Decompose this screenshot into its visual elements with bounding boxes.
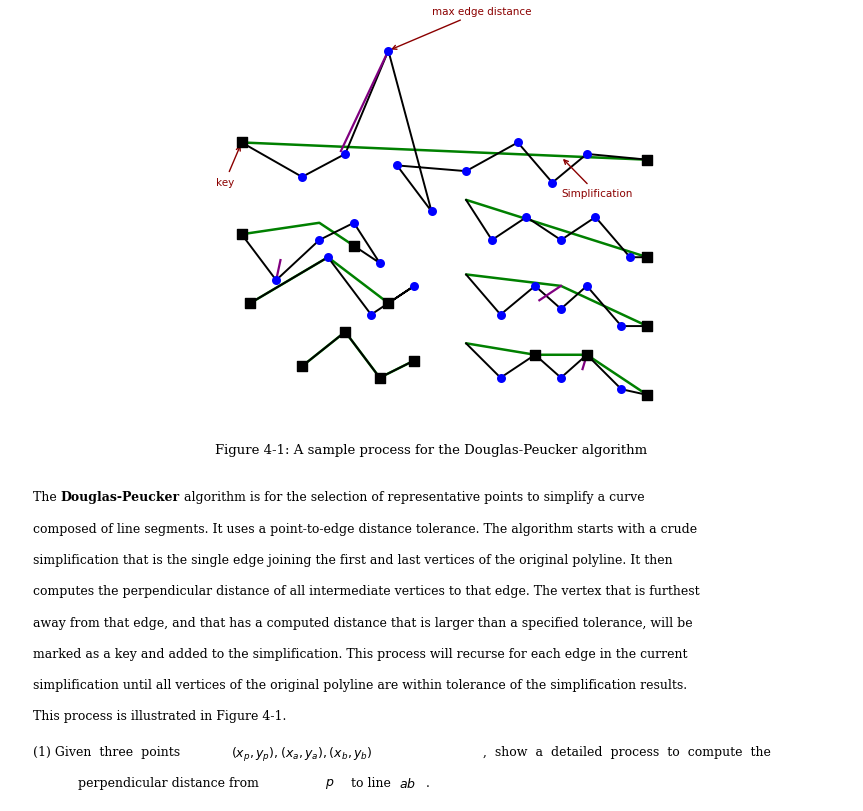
Point (528, 280, 542, 293)
Text: max edge distance: max edge distance (393, 7, 531, 50)
Text: (1) Given  three  points: (1) Given three points (33, 744, 188, 757)
Point (589, 212, 602, 225)
Point (614, 384, 628, 397)
Point (528, 349, 542, 362)
Point (381, 45, 395, 58)
Point (511, 137, 525, 150)
Point (373, 257, 387, 270)
Text: composed of line segments. It uses a point-to-edge distance tolerance. The algor: composed of line segments. It uses a poi… (33, 522, 697, 535)
Text: Figure 4-1: A sample process for the Douglas-Peucker algorithm: Figure 4-1: A sample process for the Dou… (216, 443, 647, 456)
Point (614, 320, 628, 333)
Point (554, 371, 568, 384)
Point (269, 274, 283, 287)
Point (235, 137, 249, 150)
Point (623, 251, 637, 264)
Text: away from that edge, and that has a computed distance that is larger than a spec: away from that edge, and that has a comp… (33, 616, 692, 629)
Point (528, 349, 542, 362)
Point (640, 154, 654, 167)
Point (640, 320, 654, 333)
Point (338, 326, 352, 339)
Point (243, 298, 257, 311)
Point (640, 251, 654, 264)
Text: to line: to line (343, 776, 400, 789)
Point (494, 371, 507, 384)
Text: $(x_p, y_p), (x_a, y_a), (x_b, y_b)$: $(x_p, y_p), (x_a, y_a), (x_b, y_b)$ (231, 744, 373, 762)
Point (295, 171, 309, 184)
Text: ,  show  a  detailed  process  to  compute  the: , show a detailed process to compute the (479, 744, 771, 757)
Point (580, 349, 594, 362)
Point (347, 240, 361, 253)
Point (580, 280, 594, 293)
Point (554, 303, 568, 316)
Point (312, 234, 326, 247)
Text: .: . (425, 776, 429, 789)
Point (373, 371, 387, 384)
Text: This process is illustrated in Figure 4-1.: This process is illustrated in Figure 4-… (33, 710, 287, 723)
Text: simplification that is the single edge joining the first and last vertices of th: simplification that is the single edge j… (33, 553, 672, 566)
Point (520, 212, 533, 225)
Point (235, 229, 249, 242)
Point (407, 280, 421, 293)
Text: algorithm is for the selection of representative points to simplify a curve: algorithm is for the selection of repres… (180, 491, 645, 504)
Point (494, 309, 507, 322)
Point (347, 217, 361, 230)
Point (580, 349, 594, 362)
Point (640, 389, 654, 402)
Text: marked as a key and added to the simplification. This process will recurse for e: marked as a key and added to the simplif… (33, 647, 687, 660)
Point (321, 251, 335, 264)
Point (295, 360, 309, 373)
Text: The: The (33, 491, 60, 504)
Text: Douglas-Peucker: Douglas-Peucker (60, 491, 180, 504)
Point (545, 177, 559, 190)
Point (485, 234, 499, 247)
Text: perpendicular distance from: perpendicular distance from (78, 776, 267, 789)
Point (338, 148, 352, 161)
Text: Simplification: Simplification (561, 161, 633, 200)
Point (459, 165, 473, 178)
Text: $p$: $p$ (325, 776, 335, 790)
Point (390, 160, 404, 173)
Text: simplification until all vertices of the original polyline are within tolerance : simplification until all vertices of the… (33, 678, 687, 691)
Point (364, 309, 378, 322)
Point (554, 234, 568, 247)
Point (580, 148, 594, 161)
Point (407, 354, 421, 367)
Text: key: key (216, 148, 240, 187)
Text: computes the perpendicular distance of all intermediate vertices to that edge. T: computes the perpendicular distance of a… (33, 585, 699, 598)
Text: $ab$: $ab$ (399, 776, 416, 790)
Point (381, 298, 395, 311)
Point (425, 205, 438, 218)
